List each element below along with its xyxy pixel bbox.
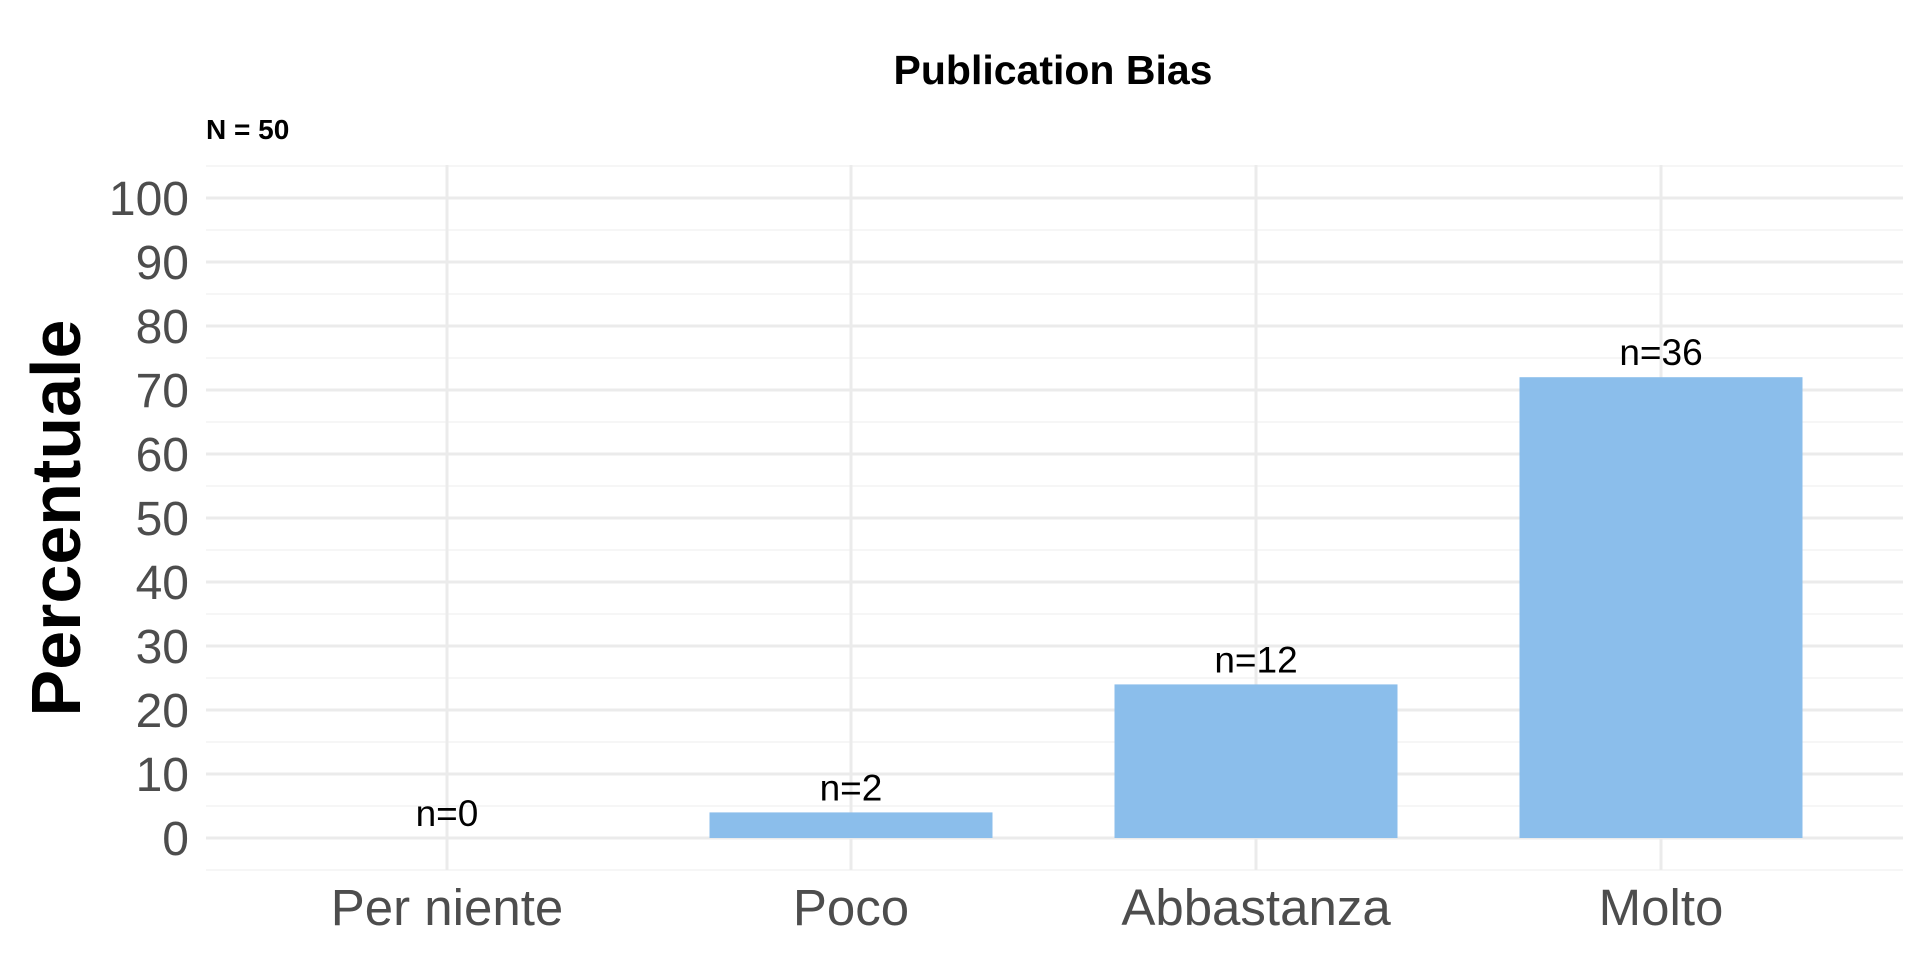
bar-poco: [709, 812, 993, 838]
y-tick-label: 20: [136, 685, 189, 738]
bar-abbastanza: [1114, 684, 1398, 838]
y-tick-label: 80: [136, 301, 189, 354]
chart-subtitle: N = 50: [206, 114, 289, 145]
chart-title: Publication Bias: [894, 47, 1213, 93]
y-tick-label: 10: [136, 749, 189, 802]
bar-data-label: n=0: [416, 793, 479, 834]
y-tick-label: 100: [109, 173, 189, 226]
bar-molto: [1519, 377, 1803, 838]
y-tick-label: 70: [136, 365, 189, 418]
bar-layer: [709, 377, 1803, 838]
y-tick-label: 30: [136, 621, 189, 674]
x-tick-label: Molto: [1599, 879, 1724, 936]
y-axis-label: Percentuale: [17, 320, 95, 717]
bar-data-label: n=12: [1214, 639, 1297, 680]
bar-data-label: n=2: [820, 767, 883, 808]
y-tick-label: 40: [136, 557, 189, 610]
x-axis-ticks: Per niente Poco Abbastanza Molto: [331, 879, 1724, 936]
x-tick-label: Abbastanza: [1121, 879, 1391, 936]
y-tick-label: 90: [136, 237, 189, 290]
y-tick-label: 60: [136, 429, 189, 482]
x-tick-label: Per niente: [331, 879, 564, 936]
label-layer: n=0 n=2 n=12 n=36: [416, 332, 1703, 834]
y-tick-label: 0: [162, 813, 189, 866]
x-tick-label: Poco: [793, 879, 909, 936]
y-axis-ticks: 0 10 20 30 40 50 60 70 80 90 100: [109, 173, 189, 866]
y-tick-label: 50: [136, 493, 189, 546]
bar-data-label: n=36: [1619, 332, 1702, 373]
